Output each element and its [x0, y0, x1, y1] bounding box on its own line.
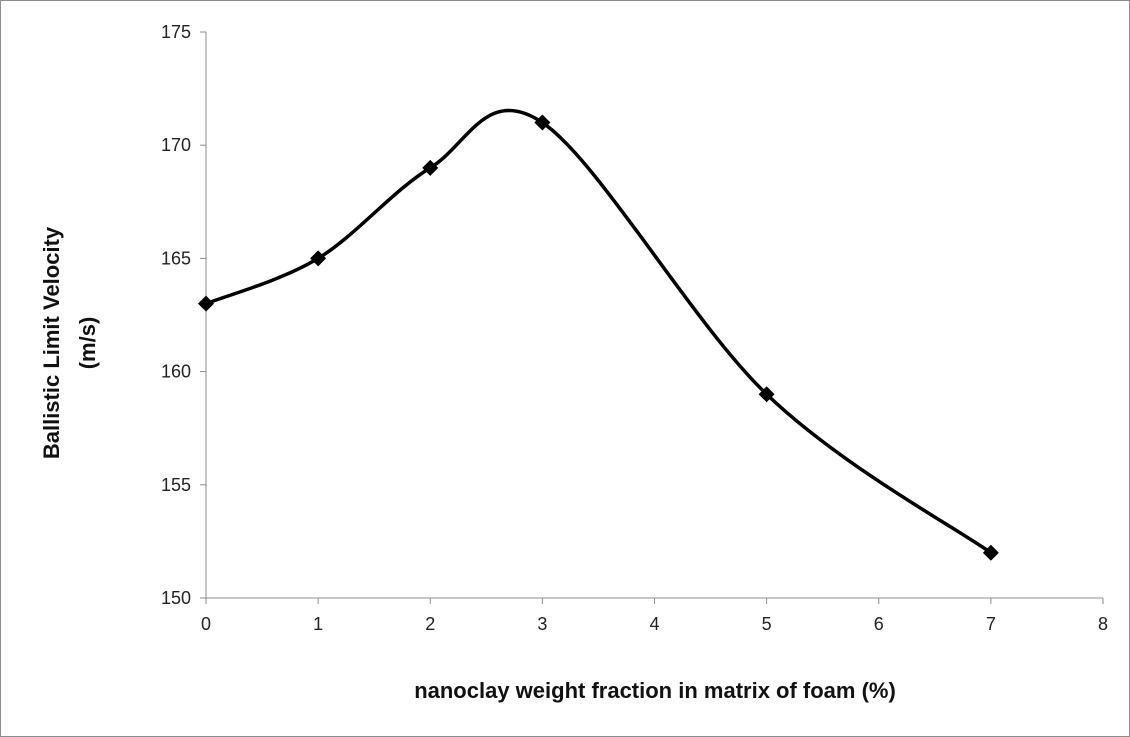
y-tick-label: 170 — [161, 135, 191, 155]
x-tick-label: 3 — [537, 614, 547, 634]
data-point-marker — [758, 386, 775, 403]
x-tick-label: 8 — [1098, 614, 1108, 634]
series-line — [204, 108, 993, 555]
x-tick-label: 1 — [313, 614, 323, 634]
x-tick-label: 4 — [649, 614, 659, 634]
x-tick-label: 2 — [425, 614, 435, 634]
x-tick-label: 5 — [762, 614, 772, 634]
y-tick-label: 160 — [161, 362, 191, 382]
x-tick-label: 6 — [874, 614, 884, 634]
y-ticks: 150 155 160 165 170 175 — [161, 22, 206, 608]
data-point-marker — [982, 544, 999, 561]
y-tick-label: 175 — [161, 22, 191, 42]
x-tick-label: 7 — [986, 614, 996, 634]
y-tick-label: 155 — [161, 475, 191, 495]
y-tick-label: 165 — [161, 248, 191, 268]
data-point-marker — [198, 295, 214, 312]
data-point-marker — [534, 114, 551, 131]
y-tick-label: 150 — [161, 588, 191, 608]
data-point-marker — [422, 159, 439, 176]
y-axis-title-group: Ballistic Limit Velocity (m/s) — [39, 226, 100, 459]
axes — [205, 32, 1103, 599]
x-ticks: 0 1 2 3 4 5 6 7 8 — [201, 598, 1108, 634]
x-axis-title: nanoclay weight fraction in matrix of fo… — [414, 678, 896, 703]
data-markers — [198, 114, 999, 561]
y-axis-title-line-1: Ballistic Limit Velocity — [39, 226, 64, 459]
y-axis-title-line-2: (m/s) — [75, 317, 100, 370]
x-tick-label: 0 — [201, 614, 211, 634]
data-point-marker — [310, 250, 327, 267]
